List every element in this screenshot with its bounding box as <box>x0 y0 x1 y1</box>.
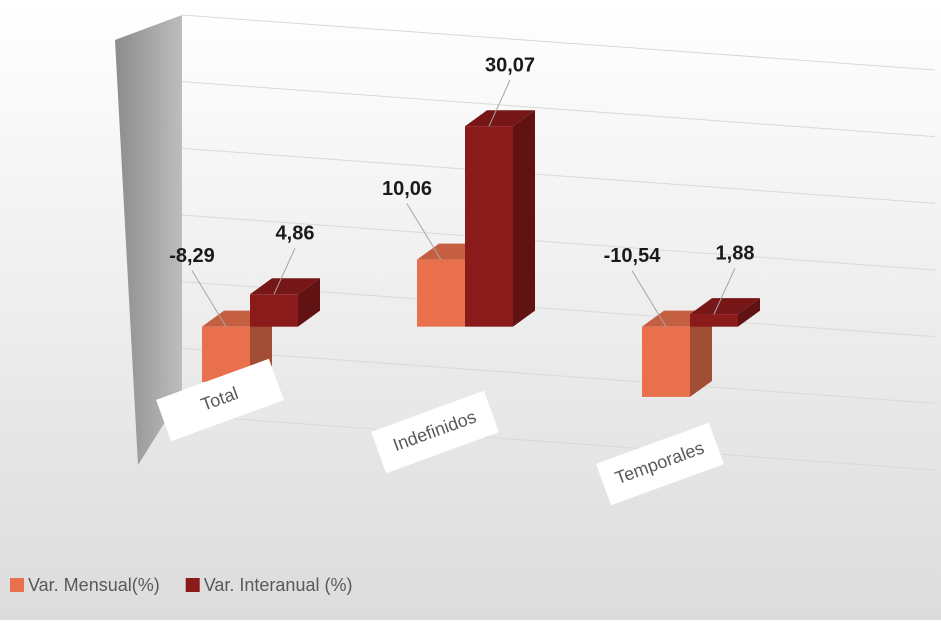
data-label: 10,06 <box>382 178 432 200</box>
side-wall <box>115 15 182 465</box>
label-leader <box>273 248 296 295</box>
label-leader <box>488 79 511 127</box>
grid-line <box>181 347 936 404</box>
label-leader <box>406 203 442 260</box>
grid-line <box>181 147 936 204</box>
bar <box>642 310 712 397</box>
bar-side <box>298 278 320 327</box>
data-label: 1,88 <box>716 242 755 264</box>
legend-label: Var. Mensual(%) <box>28 575 160 595</box>
category-box <box>371 390 499 474</box>
grid-line <box>181 81 936 138</box>
bar-front <box>465 126 513 327</box>
data-label: -8,29 <box>169 245 215 267</box>
data-label: -10,54 <box>604 245 662 267</box>
legend-swatch <box>185 578 200 592</box>
bar-front <box>417 259 465 327</box>
bar-side <box>738 298 760 327</box>
data-label: 30,07 <box>485 54 535 76</box>
label-leader <box>191 270 227 327</box>
bar-front <box>250 294 298 327</box>
bar-front <box>690 314 738 327</box>
bar-front <box>642 326 690 397</box>
bar-side <box>690 310 712 397</box>
bar <box>690 298 760 327</box>
bar-top <box>250 278 320 295</box>
bar <box>465 110 535 327</box>
label-leader <box>631 270 667 327</box>
label-leader <box>713 267 736 315</box>
category: Total <box>156 358 284 442</box>
bar <box>250 278 320 327</box>
grid-line <box>181 214 936 271</box>
grid-line <box>181 14 936 71</box>
legend-label: Var. Interanual (%) <box>204 575 353 595</box>
bar-side <box>513 110 535 327</box>
legend-swatch <box>10 578 24 592</box>
category-box <box>156 358 284 442</box>
bar-top <box>465 110 535 127</box>
bar-top <box>690 298 760 315</box>
category-box <box>596 422 724 506</box>
grid-line <box>181 414 936 471</box>
data-label: 4,86 <box>276 223 315 245</box>
